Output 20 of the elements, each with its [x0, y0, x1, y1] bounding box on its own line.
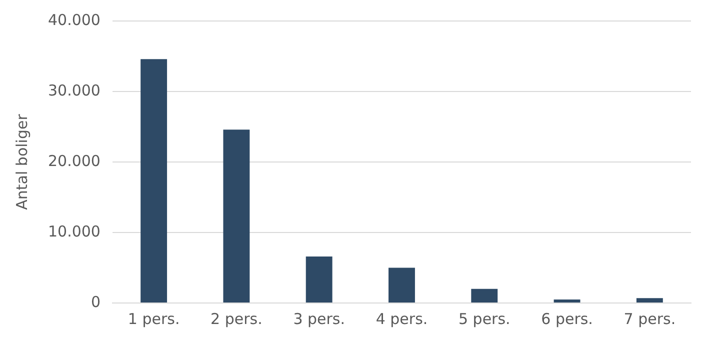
bar [140, 59, 168, 302]
y-tick-label: 10.000 [48, 222, 100, 240]
x-tick-label: 6 pers. [541, 310, 593, 328]
bar [388, 268, 415, 302]
y-tick-label: 30.000 [48, 81, 100, 100]
y-axis-title: Antal boliger [12, 113, 31, 210]
bar [471, 288, 498, 302]
y-tick-label: 40.000 [48, 10, 100, 29]
bar [306, 256, 332, 302]
bar [554, 299, 580, 302]
y-tick-label: 20.000 [48, 152, 100, 170]
x-tick-label: 3 pers. [293, 310, 346, 328]
x-tick-label: 4 pers. [376, 310, 428, 328]
bar [636, 298, 663, 302]
x-tick-label: 7 pers. [624, 310, 676, 328]
x-tick-label: 1 pers. [128, 310, 180, 328]
bar [223, 130, 250, 302]
x-tick-label: 2 pers. [210, 310, 262, 328]
y-tick-label: 0 [90, 292, 100, 311]
x-tick-label: 5 pers. [458, 310, 510, 328]
